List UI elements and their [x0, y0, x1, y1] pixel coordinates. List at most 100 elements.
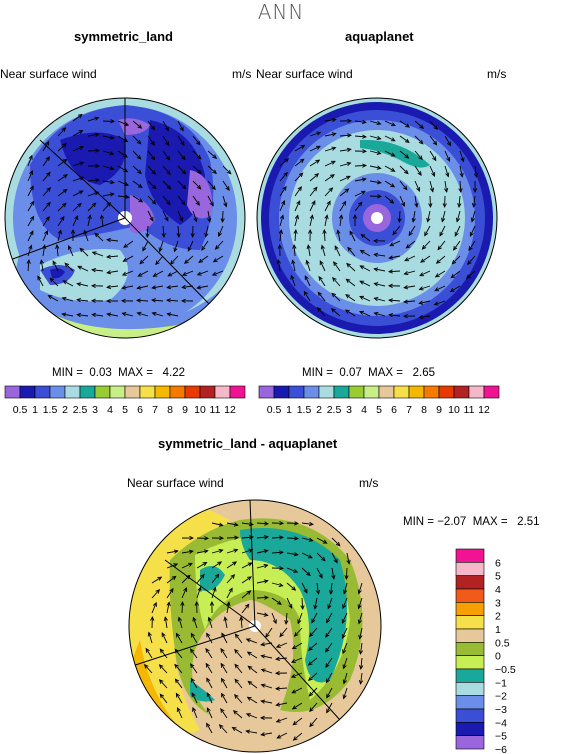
wind-arrow — [271, 551, 284, 554]
wind-arrowhead — [74, 215, 79, 221]
wind-arrowhead — [331, 292, 337, 298]
wind-arrow — [325, 657, 333, 668]
wind-arrowhead — [308, 537, 314, 542]
wind-arrowhead — [136, 285, 142, 290]
wind-arrow — [159, 664, 168, 674]
wind-arrowhead — [46, 201, 51, 207]
wind-arrowhead — [109, 192, 115, 197]
wind-arrowhead — [158, 679, 164, 684]
wind-arrowhead — [196, 271, 202, 276]
wind-arrowhead — [247, 576, 252, 581]
wind-arrowhead — [166, 312, 172, 317]
wind-arrowhead — [390, 167, 396, 172]
wind-arrow — [107, 255, 119, 258]
colorbar-box — [199, 385, 216, 399]
wind-arrowhead — [76, 312, 82, 318]
wind-arrow — [317, 292, 326, 302]
wind-arrowhead — [388, 312, 394, 318]
wind-arrowhead — [330, 160, 336, 165]
wind-arrowhead — [333, 558, 338, 564]
wind-arrow — [226, 561, 237, 569]
wind-arrowhead — [121, 271, 127, 276]
wind-arrow — [468, 240, 476, 251]
wind-arrow — [198, 255, 209, 263]
wind-arrow — [337, 230, 341, 242]
max-value: 2.65 — [412, 367, 435, 379]
wind-arrow — [439, 225, 446, 237]
wind-arrow — [359, 627, 363, 639]
wind-arrowhead — [150, 140, 155, 146]
wind-arrow — [339, 215, 342, 227]
wind-arrowhead — [309, 632, 314, 638]
wind-arrowhead — [373, 282, 379, 287]
wind-arrow — [331, 293, 341, 302]
colorbar-tick-label: 6 — [495, 557, 501, 569]
wind-arrow — [326, 702, 333, 713]
wind-arrow — [414, 135, 424, 145]
wind-arrow — [331, 552, 338, 563]
wind-arrow — [57, 202, 67, 212]
wind-arrowhead — [77, 113, 83, 119]
wind-arrowhead — [331, 146, 337, 151]
wind-arrowhead — [401, 202, 406, 208]
wind-arrowhead — [290, 673, 296, 678]
wind-arrowhead — [142, 246, 147, 252]
wind-arrowhead — [402, 185, 408, 191]
wind-arrow — [276, 702, 288, 706]
wind-arrowhead — [173, 247, 178, 253]
wind-arrowhead — [95, 178, 100, 183]
wind-arrow — [42, 202, 51, 212]
wind-arrowhead — [309, 214, 314, 220]
wind-arrowhead — [223, 616, 228, 622]
wind-arrow — [427, 210, 431, 222]
panel-1-stats: MIN = 0.03 MAX = 4.22 — [52, 367, 185, 379]
wind-arrowhead — [418, 139, 424, 145]
wind-arrowhead — [109, 151, 115, 156]
wind-arrowhead — [151, 311, 157, 316]
wind-arrowhead — [313, 604, 318, 610]
colorbar-box — [455, 708, 485, 723]
wind-arrowhead — [212, 258, 218, 263]
wind-arrowhead — [293, 632, 299, 637]
wind-arrowhead — [124, 121, 130, 126]
colorbar-box — [455, 642, 485, 656]
wind-arrowhead — [357, 619, 362, 625]
colorbar-tick-label: 9 — [436, 404, 442, 416]
map-aquaplanet — [257, 98, 497, 338]
wind-arrow — [72, 176, 84, 182]
wind-arrowhead — [143, 664, 149, 669]
wind-arrowhead — [151, 184, 157, 190]
wind-arrow — [206, 678, 213, 689]
wind-arrow — [142, 240, 149, 251]
wind-arrow — [384, 120, 396, 127]
wind-arrowhead — [359, 249, 365, 254]
wind-arrow — [360, 234, 371, 242]
wind-arrowhead — [206, 707, 211, 713]
wind-arrowhead — [264, 595, 270, 600]
wind-arrow — [148, 632, 153, 644]
wind-arrowhead — [94, 191, 100, 196]
wind-arrowhead — [190, 677, 195, 683]
wind-arrow — [339, 201, 347, 212]
wind-arrowhead — [347, 246, 352, 252]
wind-arrowhead — [167, 272, 173, 277]
wind-arrowhead — [338, 214, 344, 220]
wind-arrow — [102, 202, 111, 212]
colorbar-tick-label: −3 — [495, 704, 507, 716]
colorbar-tick-label: 6 — [137, 404, 143, 416]
wind-arrowhead — [319, 260, 324, 266]
wind-arrow — [162, 195, 171, 205]
colorbar-tick-label: 5 — [376, 404, 382, 416]
colorbar-box — [229, 385, 246, 399]
wind-arrowhead — [150, 125, 156, 131]
wind-arrow — [145, 648, 153, 659]
colorbar-box — [79, 385, 96, 399]
wind-arrowhead — [249, 535, 254, 540]
wind-arrowhead — [109, 135, 115, 140]
wind-arrowhead — [169, 260, 175, 265]
wind-arrowhead — [94, 232, 100, 238]
wind-arrow — [211, 573, 220, 584]
wind-arrow — [162, 165, 171, 175]
panel-3-stats: MIN = −2.07 MAX = 2.51 — [403, 516, 540, 528]
wind-arrowhead — [151, 285, 157, 290]
